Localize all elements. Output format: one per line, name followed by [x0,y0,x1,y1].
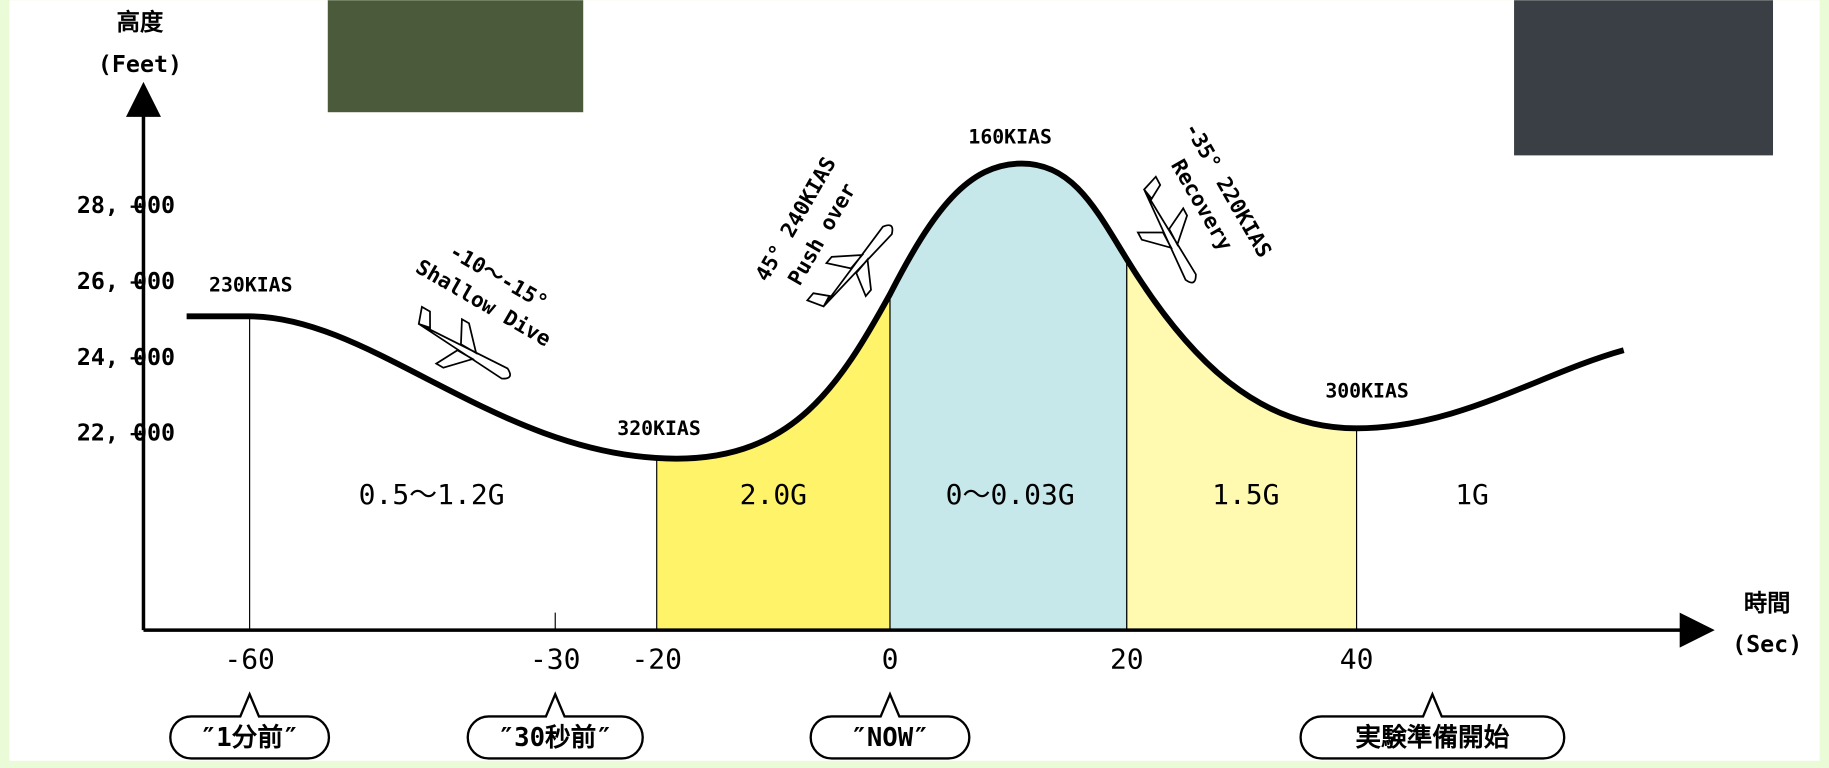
x-tick-label: 40 [1340,642,1374,675]
x-tick-label: 0 [882,642,899,675]
y-tick-label: 22, 000 [77,420,175,447]
y-axis-label: 高度 [117,8,164,36]
y-tick-label: 24, 000 [77,344,175,371]
x-axis-label: 時間 [1744,590,1791,617]
x-tick-label: -20 [631,642,682,675]
phase-label: 0.5～1.2G [359,478,505,511]
callout-text: ″1分前″ [201,722,299,753]
y-tick-label: 26, 000 [77,268,175,295]
speed-label: 300KIAS [1325,380,1409,403]
y-tick-label: 28, 000 [77,192,175,219]
callout-text: ″30秒前″ [499,722,612,753]
x-tick-label: -30 [530,642,581,675]
speed-label: 160KIAS [968,125,1052,148]
x-tick-label: 20 [1110,642,1144,675]
x-tick-label: -60 [224,642,275,675]
phase-label: 2.0G [740,478,807,511]
callout-text: 実験準備開始 [1355,722,1509,753]
phase-label: 0～0.03G [946,478,1075,511]
phase-label: 1G [1455,478,1489,511]
x-axis-unit: (Sec) [1732,631,1802,658]
callout-text: ″NOW″ [851,723,928,753]
page: 高度 (Feet) 時間 (Sec) 28, 000 26, 000 24, 000 22, … [0,0,1829,768]
diagram: 高度 (Feet) 時間 (Sec) 28, 000 26, 000 24, 000 22, … [0,0,1829,768]
photo-left [328,0,583,112]
speed-label: 320KIAS [617,417,701,440]
photo-right [1514,0,1773,155]
speed-label: 230KIAS [209,274,293,297]
y-axis-unit: (Feet) [98,51,182,78]
phase-label: 1.5G [1212,478,1279,511]
